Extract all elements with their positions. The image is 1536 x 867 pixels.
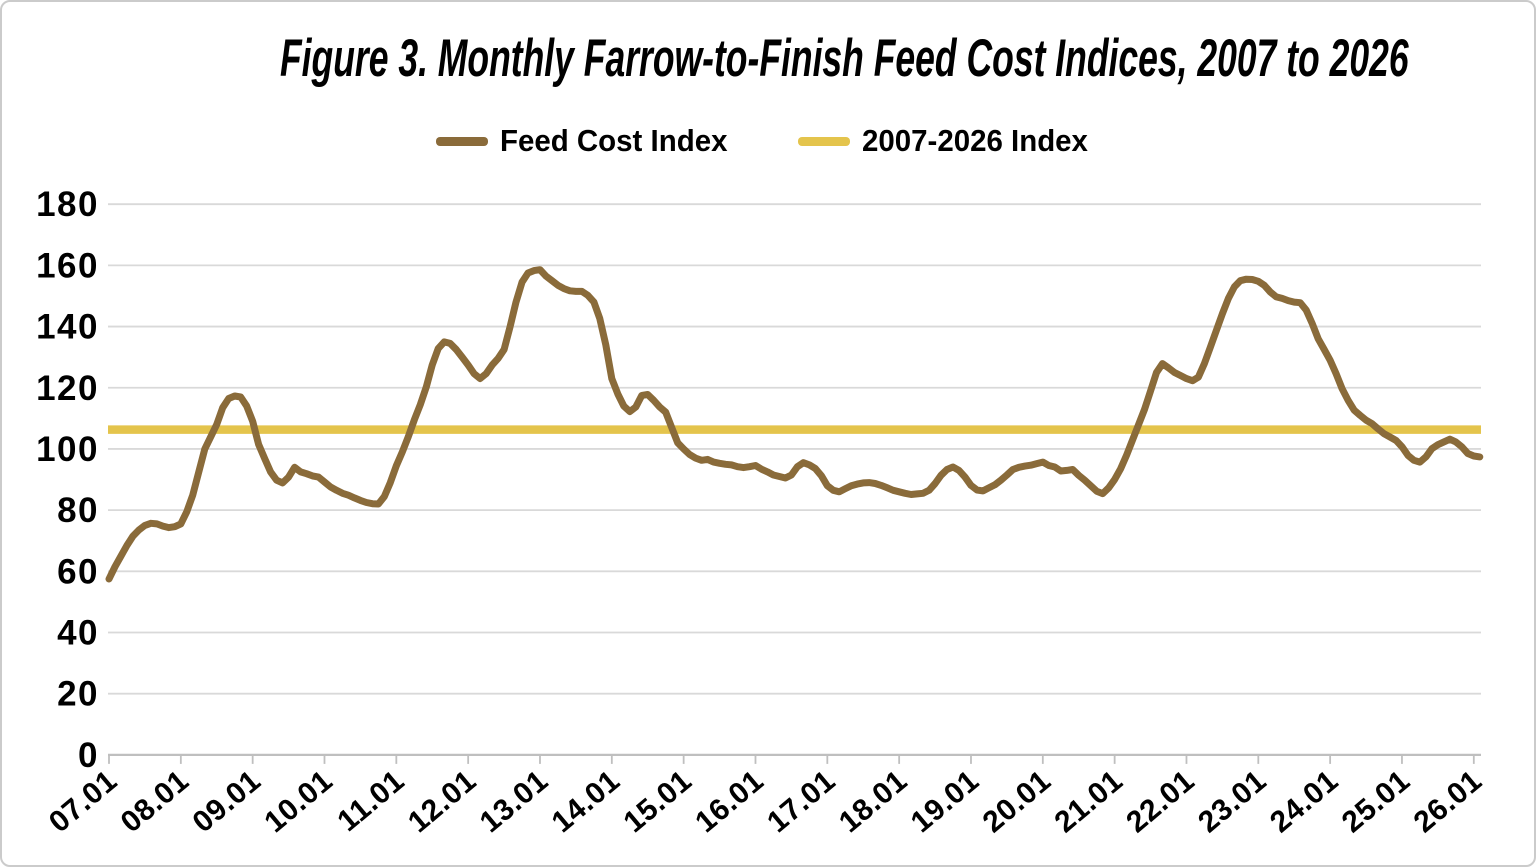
y-axis-label: 120 [36, 369, 99, 408]
x-axis-ticks [108, 754, 1475, 764]
x-axis-label: 09.01 [187, 764, 268, 839]
x-axis-label: 26.01 [1408, 764, 1489, 839]
x-axis-label: 25.01 [1336, 764, 1417, 839]
x-axis-label: 23.01 [1192, 764, 1273, 839]
x-axis-label: 19.01 [905, 764, 986, 839]
y-axis-label: 20 [57, 675, 99, 714]
y-axis-label: 0 [78, 736, 99, 775]
feed-cost-index-line [105, 266, 1484, 583]
y-axis-label: 180 [36, 185, 99, 224]
x-axis-label: 07.01 [43, 764, 124, 839]
legend: Feed Cost Index 2007-2026 Index [2, 123, 1534, 159]
x-axis-label: 13.01 [474, 764, 555, 839]
feed-cost-index-polyline [105, 266, 1484, 583]
figure-title-row: Figure 3. Monthly Farrow-to-Finish Feed … [2, 28, 1534, 89]
y-axis-label: 160 [36, 246, 99, 285]
legend-item-average-index: 2007-2026 Index [797, 123, 1100, 159]
y-axis-label: 40 [57, 614, 99, 653]
x-axis-label: 18.01 [833, 764, 914, 839]
legend-item-feed-cost-index: Feed Cost Index [436, 123, 739, 159]
x-axis-label: 21.01 [1049, 764, 1130, 839]
average-index-legend-label: 2007-2026 Index [861, 123, 1088, 158]
x-axis-label: 15.01 [618, 764, 699, 839]
x-axis-label: 08.01 [115, 764, 196, 839]
gridlines [108, 203, 1481, 757]
x-axis-label: 11.01 [331, 764, 410, 838]
x-axis-label: 16.01 [689, 764, 770, 839]
x-axis-label: 10.01 [258, 764, 339, 839]
x-axis-label: 24.01 [1264, 764, 1345, 839]
x-axis-labels: 07.0108.0109.0110.0111.0112.0113.0114.01… [43, 764, 1488, 839]
x-axis-label: 20.01 [977, 764, 1058, 839]
average-index-swatch [797, 136, 850, 146]
feed-cost-index-legend-label: Feed Cost Index [500, 123, 728, 158]
x-axis-label: 22.01 [1120, 764, 1201, 839]
y-axis-label: 80 [57, 491, 99, 530]
figure-title: Figure 3. Monthly Farrow-to-Finish Feed … [279, 29, 1409, 88]
x-axis-label: 17.01 [761, 764, 842, 839]
feed-cost-index-swatch [436, 136, 489, 146]
x-axis-label: 12.01 [402, 764, 483, 839]
y-axis-labels: 0 20 40 60 80 100 120 140 160 180 [36, 185, 99, 775]
x-axis-label: 14.01 [546, 764, 627, 839]
y-axis-label: 100 [36, 430, 99, 469]
y-axis-label: 140 [36, 308, 99, 347]
y-axis-label: 60 [57, 552, 99, 591]
